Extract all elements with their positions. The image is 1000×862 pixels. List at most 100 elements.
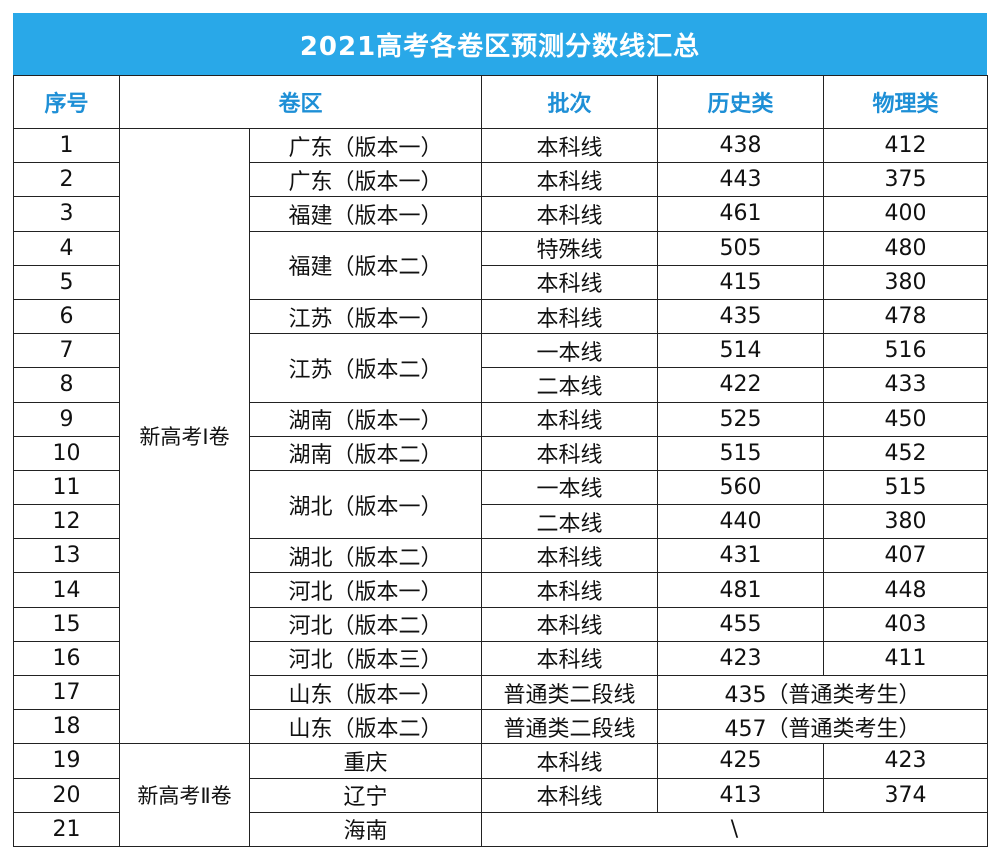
row-number: 2 [13, 162, 120, 198]
history-score: 422 [657, 367, 825, 403]
row-number: 21 [13, 811, 120, 847]
row-number: 6 [13, 298, 120, 335]
score-table: 序号 卷区 批次 历史类 物理类 1 新高考Ⅰ卷 广东（版本一） 本科线 438… [13, 75, 989, 847]
history-score: 560 [657, 469, 825, 506]
physics-score: 374 [823, 777, 989, 813]
batch-cell: 本科线 [481, 572, 659, 608]
table-row: 9 湖南（版本一） 本科线 525 450 [13, 401, 989, 437]
physics-score: 380 [823, 504, 989, 540]
region-cell: 辽宁 [248, 777, 483, 813]
batch-cell: 二本线 [481, 367, 659, 403]
header-region: 卷区 [118, 75, 483, 129]
table-row: 17 山东（版本一） 普通类二段线 435（普通类考生） [13, 674, 989, 711]
batch-cell: 本科线 [481, 640, 659, 677]
table-row: 6 江苏（版本一） 本科线 435 478 [13, 298, 989, 335]
header-history: 历史类 [657, 75, 825, 129]
table-row: 19 新高考Ⅱ卷 重庆 本科线 425 423 [13, 743, 989, 847]
table-row: 2 广东（版本一） 本科线 443 375 [13, 162, 989, 198]
batch-cell: 本科线 [481, 606, 659, 642]
group-label: 新高考Ⅱ卷 [119, 743, 250, 847]
history-score: 461 [657, 196, 825, 232]
history-score: 435 [657, 298, 825, 335]
row-number: 18 [13, 709, 120, 745]
table-row: 12 二本线 440 380 [13, 504, 989, 540]
table-row: 13 湖北（版本二） 本科线 431 407 [13, 538, 989, 574]
region-cell: 河北（版本一） [248, 572, 483, 608]
row-number: 13 [13, 538, 120, 574]
physics-score: 480 [823, 230, 989, 266]
row-number: 16 [13, 640, 120, 677]
history-score: 431 [657, 538, 825, 574]
batch-cell: 普通类二段线 [481, 674, 659, 711]
history-score: 425 [657, 743, 825, 779]
row-number: 4 [13, 230, 120, 266]
history-score: 440 [657, 504, 825, 540]
region-cell: 湖北（版本一） [248, 469, 483, 540]
region-cell: 重庆 [248, 743, 483, 779]
table-row: 16 河北（版本三） 本科线 423 411 [13, 640, 989, 677]
region-cell: 江苏（版本二） [248, 333, 483, 403]
region-cell: 山东（版本二） [248, 709, 483, 745]
row-number: 1 [13, 127, 120, 164]
row-number: 10 [13, 435, 120, 471]
physics-score: 452 [823, 435, 989, 471]
region-cell: 湖南（版本一） [248, 401, 483, 437]
batch-cell: 一本线 [481, 333, 659, 369]
region-cell: 广东（版本一） [248, 127, 483, 164]
batch-cell: 本科线 [481, 401, 659, 437]
header-row: 序号 卷区 批次 历史类 物理类 [13, 75, 989, 129]
combined-score: 435（普通类考生） [657, 674, 989, 711]
physics-score: 423 [823, 743, 989, 779]
physics-score: 380 [823, 264, 989, 300]
region-cell: 湖北（版本二） [248, 538, 483, 574]
batch-cell: 本科线 [481, 196, 659, 232]
batch-cell: 本科线 [481, 743, 659, 779]
history-score: 413 [657, 777, 825, 813]
table-row: 21 海南 \ [13, 811, 989, 847]
batch-cell: 本科线 [481, 777, 659, 813]
row-number: 20 [13, 777, 120, 813]
region-cell: 河北（版本二） [248, 606, 483, 642]
row-number: 17 [13, 674, 120, 711]
physics-score: 403 [823, 606, 989, 642]
batch-cell: 一本线 [481, 469, 659, 506]
region-cell: 福建（版本一） [248, 196, 483, 232]
row-number: 19 [13, 743, 120, 779]
table-title: 2021高考各卷区预测分数线汇总 [13, 13, 987, 75]
table-row: 14 河北（版本一） 本科线 481 448 [13, 572, 989, 608]
table-row: 11 湖北（版本一） 一本线 560 515 [13, 469, 989, 540]
batch-cell: 普通类二段线 [481, 709, 659, 745]
region-cell: 福建（版本二） [248, 230, 483, 300]
row-number: 14 [13, 572, 120, 608]
physics-score: 375 [823, 162, 989, 198]
row-number: 12 [13, 504, 120, 540]
header-no: 序号 [13, 75, 120, 129]
history-score: 455 [657, 606, 825, 642]
physics-score: 516 [823, 333, 989, 369]
region-cell: 江苏（版本一） [248, 298, 483, 335]
region-cell: 湖南（版本二） [248, 435, 483, 471]
row-number: 5 [13, 264, 120, 300]
row-number: 11 [13, 469, 120, 506]
physics-score: 450 [823, 401, 989, 437]
history-score: 515 [657, 435, 825, 471]
region-cell: 山东（版本一） [248, 674, 483, 711]
batch-cell: 二本线 [481, 504, 659, 540]
row-number: 8 [13, 367, 120, 403]
row-number: 7 [13, 333, 120, 369]
history-score: 423 [657, 640, 825, 677]
region-cell: 海南 [248, 811, 483, 847]
physics-score: 515 [823, 469, 989, 506]
physics-score: 433 [823, 367, 989, 403]
row-number: 15 [13, 606, 120, 642]
physics-score: 478 [823, 298, 989, 335]
batch-cell: 本科线 [481, 162, 659, 198]
history-score: 481 [657, 572, 825, 608]
table-row: 10 湖南（版本二） 本科线 515 452 [13, 435, 989, 471]
table-row: 5 本科线 415 380 [13, 264, 989, 300]
table-row: 18 山东（版本二） 普通类二段线 457（普通类考生） [13, 709, 989, 745]
region-cell: 河北（版本三） [248, 640, 483, 677]
physics-score: 411 [823, 640, 989, 677]
table-row: 8 二本线 422 433 [13, 367, 989, 403]
history-score: 438 [657, 127, 825, 164]
